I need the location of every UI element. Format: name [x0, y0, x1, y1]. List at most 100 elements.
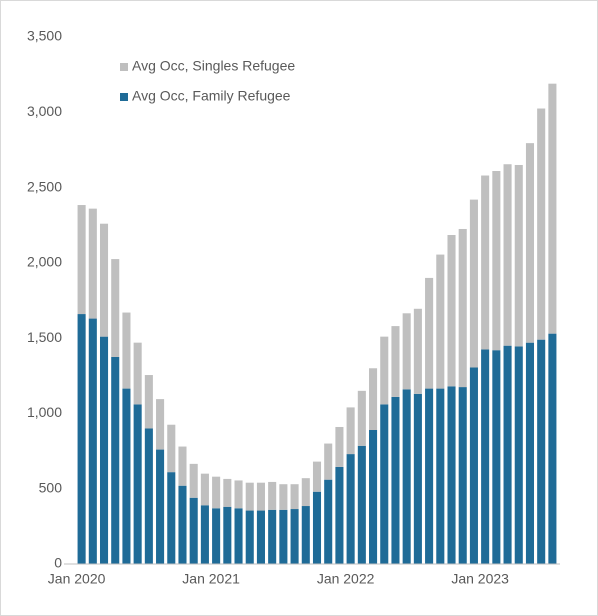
- bar-segment: [122, 312, 131, 389]
- y-tick-label: 1,500: [27, 329, 62, 345]
- bar-segment: [279, 509, 288, 564]
- bar-segment: [167, 424, 176, 473]
- bar-segment: [268, 481, 277, 510]
- bar-segment: [537, 108, 546, 340]
- bar-segment: [413, 308, 422, 394]
- bar-segment: [156, 449, 165, 564]
- bar-segment: [99, 336, 109, 564]
- bar-segment: [212, 476, 221, 509]
- bar-segment: [133, 404, 142, 564]
- bar-segment: [447, 386, 456, 564]
- bar-segment: [469, 199, 478, 368]
- x-tick-label: Jan 2023: [451, 571, 509, 587]
- bar-segment: [324, 443, 333, 480]
- bar-segment: [290, 484, 299, 510]
- bar-segment: [312, 491, 322, 564]
- legend-label: Avg Occ, Family Refugee: [132, 88, 291, 104]
- bar-segment: [346, 454, 355, 564]
- bar-segment: [346, 407, 355, 455]
- bar-segment: [301, 478, 310, 507]
- bar-segment: [525, 342, 535, 564]
- bar-segment: [335, 466, 344, 564]
- bar-segment: [144, 428, 153, 564]
- bar-segment: [481, 175, 490, 350]
- bar-segment: [178, 446, 187, 486]
- bar-segment: [525, 143, 535, 343]
- x-tick-label: Jan 2021: [182, 571, 240, 587]
- bar-segment: [178, 485, 187, 564]
- bar-segment: [391, 396, 400, 564]
- legend-label: Avg Occ, Singles Refugee: [132, 58, 295, 74]
- bar-segment: [391, 326, 400, 397]
- bar-segment: [167, 472, 176, 564]
- y-tick-label: 3,500: [27, 28, 62, 44]
- y-tick-label: 1,000: [27, 404, 62, 420]
- x-tick-label: Jan 2022: [317, 571, 375, 587]
- bar-segment: [111, 259, 120, 357]
- bar-segment: [290, 509, 299, 564]
- bar-segment: [268, 509, 277, 564]
- bar-segment: [413, 393, 422, 564]
- bar-segment: [212, 508, 221, 564]
- y-tick-label: 2,500: [27, 178, 62, 194]
- bar-segment: [537, 339, 546, 564]
- bar-segment: [77, 314, 86, 564]
- bar-segment: [189, 463, 198, 498]
- bar-segment: [234, 508, 243, 564]
- bar-segment: [503, 164, 512, 346]
- x-tick-label: Jan 2020: [48, 571, 106, 587]
- bar-segment: [503, 345, 512, 564]
- bar-segment: [514, 164, 523, 347]
- bar-segment: [245, 510, 254, 564]
- bar-segment: [458, 387, 467, 564]
- legend-swatch: [120, 93, 128, 101]
- bar-segment: [256, 510, 265, 564]
- bar-segment: [492, 350, 501, 564]
- bar-segment: [380, 404, 389, 564]
- bar-segment: [133, 342, 142, 405]
- bar-segment: [548, 83, 557, 334]
- bar-segment: [234, 480, 243, 509]
- bar-segment: [256, 482, 265, 511]
- legend-swatch: [120, 63, 128, 71]
- bar-segment: [245, 482, 254, 511]
- y-tick-label: 500: [39, 479, 63, 495]
- bar-segment: [312, 461, 322, 492]
- bar-segment: [492, 171, 501, 351]
- bar-segment: [77, 205, 86, 315]
- bar-segment: [88, 318, 97, 564]
- bar-segment: [447, 235, 456, 387]
- y-tick-label: 2,000: [27, 254, 62, 270]
- bar-segment: [122, 388, 131, 564]
- bar-segment: [402, 313, 411, 390]
- bar-segment: [402, 389, 411, 564]
- bar-segment: [99, 223, 109, 337]
- bar-segment: [369, 368, 378, 430]
- bar-segment: [301, 506, 310, 564]
- bar-segment: [425, 277, 434, 389]
- bar-segment: [380, 336, 389, 405]
- bar-segment: [425, 388, 434, 564]
- y-tick-label: 0: [54, 555, 62, 571]
- bar-segment: [223, 478, 232, 507]
- bar-segment: [436, 388, 445, 564]
- bar-segment: [335, 426, 344, 467]
- bar-segment: [279, 484, 288, 510]
- bar-segment: [369, 429, 378, 564]
- bar-segment: [469, 367, 478, 564]
- bar-segment: [200, 473, 209, 506]
- bar-segment: [144, 375, 153, 429]
- bar-segment: [481, 349, 490, 564]
- bar-segment: [548, 333, 557, 564]
- bar-segment: [88, 208, 97, 319]
- bar-segment: [514, 346, 523, 564]
- bar-segment: [357, 445, 366, 564]
- bar-segment: [357, 390, 366, 446]
- bar-segment: [111, 356, 120, 564]
- bar-segment: [324, 479, 333, 564]
- bar-segment: [200, 505, 209, 564]
- y-tick-label: 3,000: [27, 103, 62, 119]
- bar-segment: [458, 228, 467, 388]
- bar-segment: [223, 506, 232, 564]
